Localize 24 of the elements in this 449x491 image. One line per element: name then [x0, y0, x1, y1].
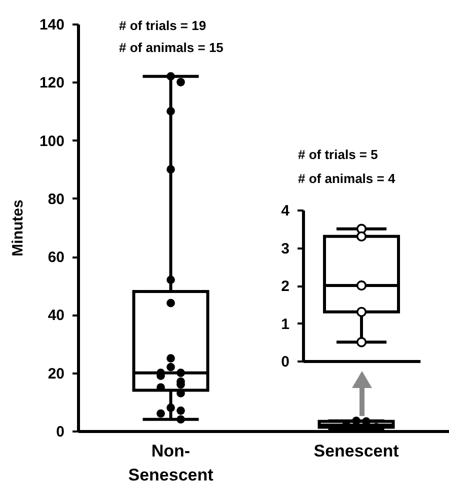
y-tick-label: 0	[56, 424, 64, 440]
x-tick-label: Senescent	[314, 442, 400, 460]
point	[356, 231, 367, 242]
annotation: # of trials = 5	[298, 147, 378, 162]
y-axis-title: Minutes	[9, 200, 26, 256]
y-tick-label: 20	[48, 365, 64, 382]
point	[356, 337, 367, 348]
y-tick-label: 120	[39, 74, 64, 92]
y-tick-label: 2	[281, 278, 290, 295]
y-tick-label: 80	[48, 190, 64, 208]
annotation: # of trials = 19	[119, 18, 206, 33]
annotation: # of animals = 4	[298, 171, 396, 186]
x-tick-label: Non-Senescent	[128, 442, 214, 484]
y-tick-label: 4	[281, 202, 290, 220]
y-tick-label: 140	[39, 16, 64, 34]
y-tick-label: 1	[281, 316, 290, 333]
y-tick-label: 40	[48, 307, 64, 324]
point	[356, 306, 367, 317]
y-tick-label: 3	[281, 240, 290, 258]
annotation: # of animals = 15	[119, 40, 224, 55]
y-tick-label: 60	[48, 249, 64, 266]
point	[356, 280, 367, 291]
y-tick-label: 0	[281, 354, 290, 370]
y-tick-label: 100	[39, 132, 64, 150]
